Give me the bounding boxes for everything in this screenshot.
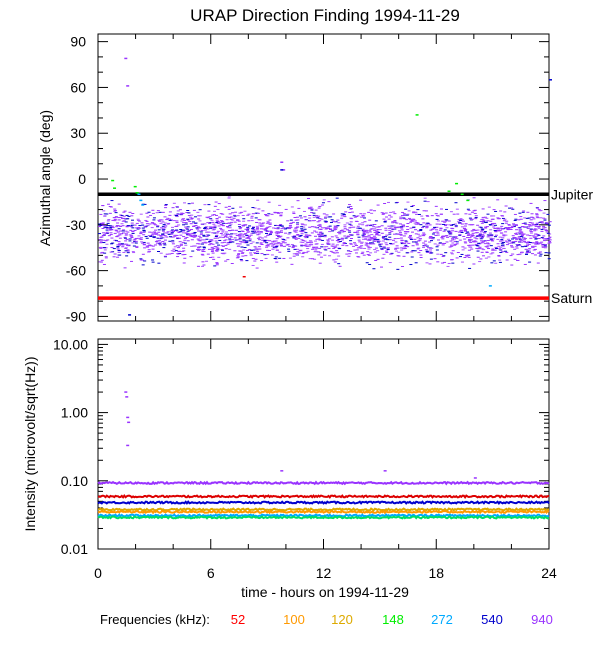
intensity-y-label: Intensity (microvolt/sqrt(Hz)) [22, 356, 38, 531]
intensity-series [97, 391, 550, 520]
intensity-x-tick-label: 24 [541, 565, 557, 581]
intensity-panel: 10.00 1.00 0.10 0.01 0 6 12 18 24 Intensity (mi… [22, 336, 557, 600]
legend-item-100: 100 [283, 612, 305, 627]
intensity-x-tick-label: 18 [428, 565, 444, 581]
azimuth-y-tick-label: 30 [70, 125, 86, 141]
intensity-trace-272 [97, 513, 550, 518]
reference-lines: Jupiter Saturn [98, 186, 593, 306]
azimuth-y-tick-label: -60 [66, 263, 86, 279]
intensity-x-tick-label: 0 [94, 565, 102, 581]
legend-item-940: 940 [531, 612, 553, 627]
azimuth-y-tick-label: 60 [70, 79, 86, 95]
azimuth-y-tick-label: -30 [66, 217, 86, 233]
intensity-y-axis: 10.00 1.00 0.10 0.01 [53, 336, 549, 557]
azimuth-y-axis: 90 60 30 0 -30 -60 -90 [66, 34, 549, 324]
intensity-x-tick-label: 12 [316, 565, 332, 581]
intensity-x-axis: 0 6 12 18 24 [94, 339, 557, 581]
intensity-trace-540 [97, 500, 550, 505]
intensity-trace-100 [97, 509, 550, 515]
azimuth-940-band [98, 194, 552, 270]
azimuth-y-tick-label: 90 [70, 34, 86, 50]
intensity-y-tick-label: 0.01 [61, 541, 88, 557]
intensity-trace-52 [97, 493, 550, 499]
legend-label: Frequencies (kHz): [100, 612, 210, 627]
azimuth-panel: 90 60 30 0 -30 -60 -90 Jupiter Saturn Azimuthal… [37, 33, 593, 324]
intensity-trace-940 [97, 480, 550, 486]
azimuth-y-tick-label: -90 [66, 308, 86, 324]
azimuth-x-ticks [97, 34, 550, 321]
frequency-legend: Frequencies (kHz): 52 100 120 148 272 540 940 [100, 612, 553, 627]
azimuth-plot-frame [97, 33, 550, 322]
chart-title: URAP Direction Finding 1994-11-29 [190, 6, 460, 25]
azimuth-y-tick-label: 0 [78, 171, 86, 187]
intensity-trace-148 [97, 515, 550, 520]
legend-item-540: 540 [481, 612, 503, 627]
legend-item-120: 120 [331, 612, 353, 627]
intensity-trace-120 [97, 507, 550, 512]
azimuth-y-label: Azimuthal angle (deg) [37, 110, 53, 246]
legend-item-272: 272 [431, 612, 453, 627]
reference-label-jupiter: Jupiter [551, 186, 593, 202]
reference-label-saturn: Saturn [551, 290, 592, 306]
intensity-x-tick-label: 6 [207, 565, 215, 581]
intensity-y-tick-label: 10.00 [53, 336, 88, 352]
legend-item-148: 148 [382, 612, 404, 627]
intensity-y-tick-label: 0.10 [61, 473, 88, 489]
intensity-y-tick-label: 1.00 [61, 405, 88, 421]
legend-item-52: 52 [231, 612, 245, 627]
azimuth-points [111, 57, 552, 316]
x-axis-label: time - hours on 1994-11-29 [241, 584, 409, 600]
